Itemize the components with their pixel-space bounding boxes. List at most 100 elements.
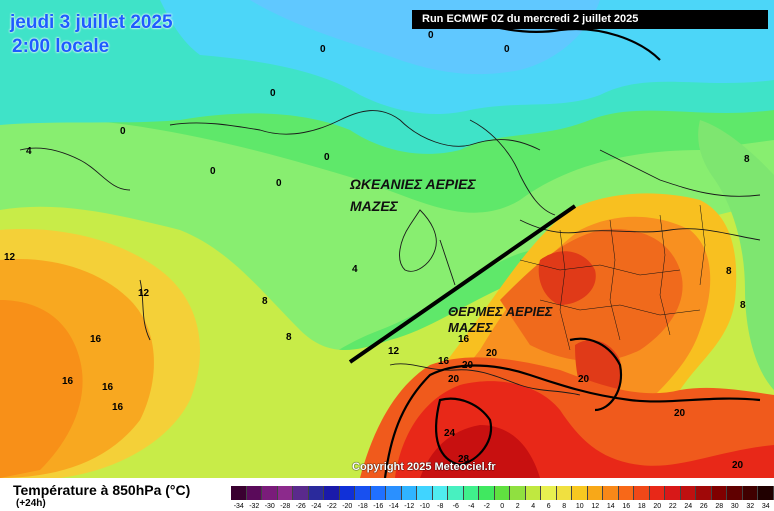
coastlines — [19, 110, 761, 396]
isotherm-label: 20 — [578, 374, 590, 385]
color-scale-tick: -34 — [233, 503, 244, 510]
country-borders — [519, 204, 706, 351]
color-scale-tick: -20 — [342, 503, 353, 510]
color-scale-tick: 22 — [668, 503, 677, 510]
isotherm-label: 0 — [504, 44, 510, 55]
isotherm-label: 0 — [210, 166, 216, 177]
forecast-time: 2:00 locale — [12, 36, 110, 57]
color-scale-tick: 14 — [606, 503, 615, 510]
isotherm-label: 20 — [448, 374, 460, 385]
isotherm-label: 0 — [270, 88, 276, 99]
color-swatch — [556, 486, 572, 500]
color-swatch — [293, 486, 309, 500]
color-scale-tick: 16 — [622, 503, 631, 510]
isotherm-label: 16 — [62, 376, 74, 387]
color-swatch — [324, 486, 340, 500]
color-scale-tick: 20 — [653, 503, 662, 510]
legend-bar: Température à 850hPa (°C) (+24h) -34 -32 -… — [0, 478, 774, 511]
color-scale-tick: -32 — [249, 503, 260, 510]
color-scale-tick: 28 — [715, 503, 724, 510]
isotherm-label: 4 — [26, 146, 32, 157]
color-swatch — [525, 486, 541, 500]
legend-title: Température à 850hPa (°C) — [13, 482, 191, 498]
color-swatch — [587, 486, 603, 500]
color-swatch — [401, 486, 417, 500]
isotherm-label: 0 — [324, 152, 330, 163]
color-scale-ticks: -34 -32 -30 -28 -26 -24 -22 -20 -18 -16 -14 -12 -10-… — [231, 503, 774, 511]
color-swatch — [231, 486, 247, 500]
color-scale-tick: 6 — [546, 503, 551, 510]
oceanic-air-masses-label-line1: ΩΚΕΑΝΙΕΣ ΑΕΡΙΕΣ — [350, 176, 476, 192]
color-scale-tick: -24 — [311, 503, 322, 510]
isotherm-label: 8 — [740, 300, 746, 311]
color-scale-tick: -6 — [452, 503, 459, 510]
color-scale-tick: -2 — [483, 503, 490, 510]
isotherm-label: 8 — [744, 154, 750, 165]
color-scale-tick: 10 — [575, 503, 584, 510]
field-east-hot-spot-1 — [538, 251, 596, 305]
color-swatch — [541, 486, 557, 500]
color-swatch — [246, 486, 262, 500]
legend-subtitle: (+24h) — [16, 498, 46, 509]
color-swatch — [432, 486, 448, 500]
color-swatch — [572, 486, 588, 500]
color-scale-tick: 12 — [591, 503, 600, 510]
color-scale-tick: 18 — [637, 503, 646, 510]
isotherm-label: 28 — [458, 454, 470, 465]
color-scale-tick: -8 — [437, 503, 444, 510]
temperature-map — [0, 0, 774, 478]
color-scale-tick: -4 — [468, 503, 475, 510]
isotherm-label: 16 — [438, 356, 450, 367]
isotherm-label: 16 — [90, 334, 102, 345]
isotherm-label: 16 — [458, 334, 470, 345]
field-east-green — [698, 120, 774, 390]
color-scale-tick: 4 — [531, 503, 536, 510]
color-swatch — [308, 486, 324, 500]
color-scale-tick: -18 — [357, 503, 368, 510]
color-swatch — [417, 486, 433, 500]
color-swatch — [262, 486, 278, 500]
color-scale-tick: -10 — [419, 503, 430, 510]
color-swatch — [386, 486, 402, 500]
color-swatch — [448, 486, 464, 500]
air-mass-boundary-line — [348, 204, 577, 364]
color-scale-tick: 2 — [515, 503, 520, 510]
isotherm-label: 8 — [726, 266, 732, 277]
isotherm-label: 20 — [674, 408, 686, 419]
color-scale-tick: -14 — [388, 503, 399, 510]
color-swatch — [727, 486, 743, 500]
isotherm-label: 0 — [276, 178, 282, 189]
color-swatch — [634, 486, 650, 500]
warm-air-masses-label-line2: ΜΑΖΕΣ — [448, 320, 493, 335]
color-scale-tick: 30 — [730, 503, 739, 510]
warm-air-masses-label-line1: ΘΕΡΜΕΣ ΑΕΡΙΕΣ — [448, 304, 553, 319]
run-info-banner: Run ECMWF 0Z du mercredi 2 juillet 2025 — [412, 10, 768, 29]
color-scale-tick: -22 — [326, 503, 337, 510]
copyright-notice: Copyright 2025 Meteociel.fr — [352, 461, 496, 473]
color-swatch — [479, 486, 495, 500]
color-scale-tick: -16 — [373, 503, 384, 510]
color-swatch — [618, 486, 634, 500]
color-swatch — [742, 486, 758, 500]
color-scale-tick: 26 — [699, 503, 708, 510]
forecast-date: jeudi 3 juillet 2025 — [10, 12, 173, 33]
isotherm-label: 20 — [732, 460, 744, 471]
isotherm-label: 0 — [320, 44, 326, 55]
isotherm-label: 12 — [388, 346, 400, 357]
color-scale-tick: 24 — [684, 503, 693, 510]
color-scale-tick: 32 — [746, 503, 755, 510]
color-swatch — [510, 486, 526, 500]
color-scale-tick: 0 — [500, 503, 505, 510]
field-west-deep-orange — [0, 300, 83, 478]
color-scale-tick: 8 — [562, 503, 567, 510]
color-swatch — [680, 486, 696, 500]
isotherm-label: 0 — [428, 30, 434, 41]
isotherm-label: 8 — [286, 332, 292, 343]
color-swatch — [370, 486, 386, 500]
isotherm-label: 8 — [262, 296, 268, 307]
color-swatch — [711, 486, 727, 500]
isotherm-label: 0 — [120, 126, 126, 137]
color-scale-tick: -26 — [295, 503, 306, 510]
isotherm-label: 16 — [112, 402, 124, 413]
color-swatch — [494, 486, 510, 500]
